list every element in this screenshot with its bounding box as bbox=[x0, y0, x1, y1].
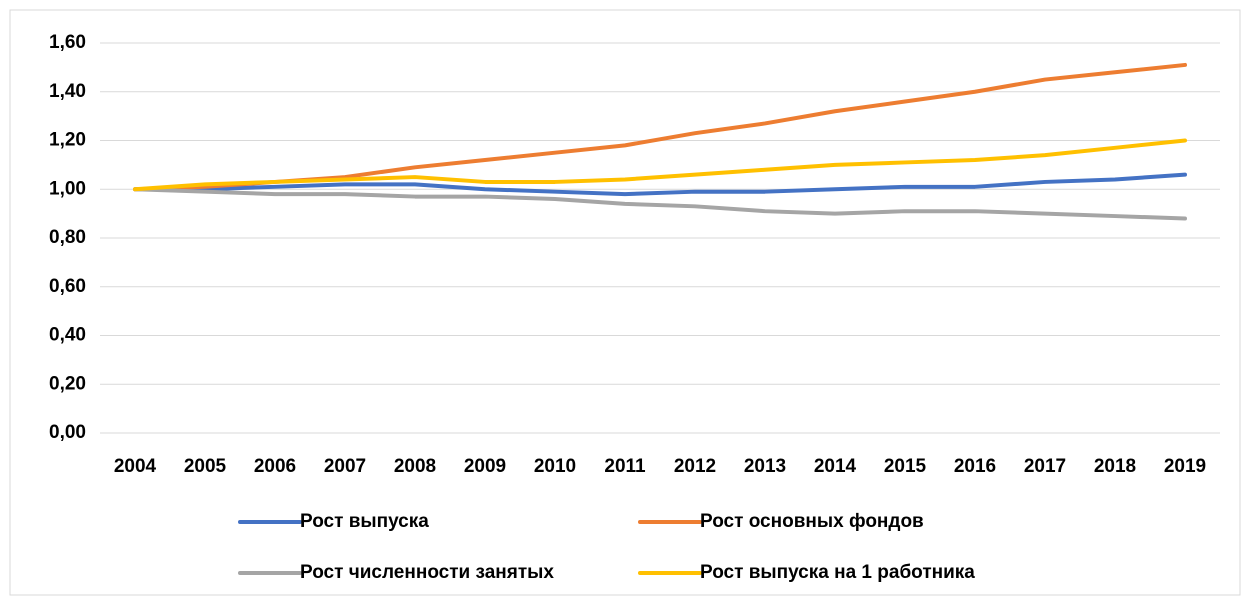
legend-label: Рост численности занятых bbox=[300, 562, 554, 583]
y-tick-label: 1,20 bbox=[49, 130, 86, 151]
x-tick-label: 2012 bbox=[674, 456, 716, 477]
x-tick-label: 2006 bbox=[254, 456, 296, 477]
x-tick-label: 2016 bbox=[954, 456, 996, 477]
x-tick-label: 2015 bbox=[884, 456, 927, 477]
y-tick-label: 1,00 bbox=[49, 178, 86, 199]
x-tick-label: 2017 bbox=[1024, 456, 1066, 477]
y-tick-label: 0,60 bbox=[49, 276, 86, 297]
series-line bbox=[133, 138, 1187, 192]
x-tick-label: 2011 bbox=[604, 456, 646, 477]
x-tick-label: 2019 bbox=[1164, 456, 1206, 477]
y-tick-label: 1,40 bbox=[49, 81, 86, 102]
legend-label: Рост выпуска на 1 работника bbox=[700, 562, 975, 583]
y-tick-label: 0,20 bbox=[49, 373, 86, 394]
x-tick-label: 2018 bbox=[1094, 456, 1136, 477]
y-tick-label: 1,60 bbox=[49, 32, 86, 53]
y-tick-label: 0,80 bbox=[49, 227, 86, 248]
x-tick-label: 2013 bbox=[744, 456, 786, 477]
x-tick-label: 2009 bbox=[464, 456, 506, 477]
y-tick-label: 0,40 bbox=[49, 325, 86, 346]
legend-label: Рост выпуска bbox=[300, 511, 429, 532]
x-tick-label: 2005 bbox=[184, 456, 227, 477]
y-tick-label: 0,00 bbox=[49, 422, 86, 443]
x-tick-label: 2014 bbox=[814, 456, 857, 477]
x-tick-label: 2010 bbox=[534, 456, 576, 477]
x-tick-label: 2008 bbox=[394, 456, 436, 477]
series-line bbox=[133, 187, 1187, 221]
legend-label: Рост основных фондов bbox=[700, 511, 924, 532]
chart-border bbox=[9, 9, 1241, 596]
series-line bbox=[133, 172, 1187, 197]
x-tick-label: 2007 bbox=[324, 456, 366, 477]
x-tick-label: 2004 bbox=[114, 456, 157, 477]
